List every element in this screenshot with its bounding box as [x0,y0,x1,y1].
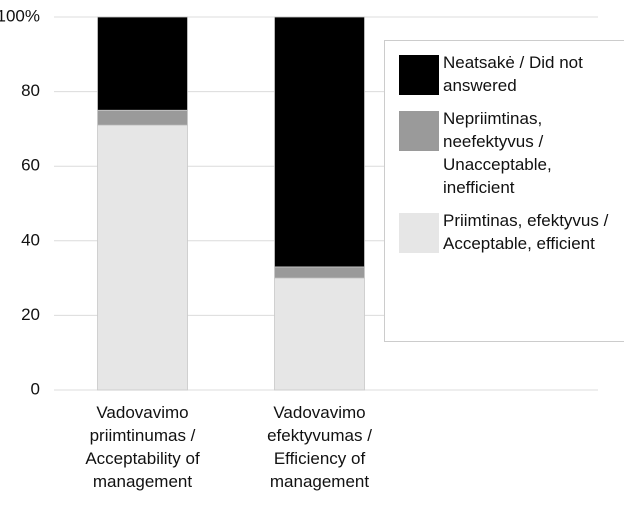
x-tick-label: Vadovavimo priimtinumas / Acceptability … [85,403,200,491]
legend-swatch [399,213,439,253]
legend-item: Nepriimtinas, neefektyvus / Unacceptable… [399,109,624,199]
legend-item: Neatsakė / Did not answered [399,53,624,97]
y-tick-label: 0 [31,379,40,398]
y-tick-label: 40 [21,230,40,249]
y-tick-label: 80 [21,81,40,100]
bar-segment [97,124,188,391]
legend-label: Nepriimtinas, neefektyvus / Unacceptable… [443,109,552,197]
legend-swatch [399,55,439,95]
legend-label: Priimtinas, efektyvus / Acceptable, effi… [443,211,609,253]
bar-segment [274,16,365,268]
legend-item: Priimtinas, efektyvus / Acceptable, effi… [399,211,624,255]
y-tick-label: 60 [21,156,40,175]
bar-segment [274,266,365,279]
legend-swatch [399,111,439,151]
legend: Neatsakė / Did not answered Nepriimtinas,… [384,40,624,342]
bar-segment [97,16,188,111]
legend-label: Neatsakė / Did not answered [443,53,583,95]
bar-segment [274,277,365,391]
x-tick-label: Vadovavimo efektyvumas / Efficiency of m… [267,403,372,491]
y-tick-label: 100% [0,6,40,25]
y-tick-label: 20 [21,305,40,324]
bar-segment [97,109,188,126]
